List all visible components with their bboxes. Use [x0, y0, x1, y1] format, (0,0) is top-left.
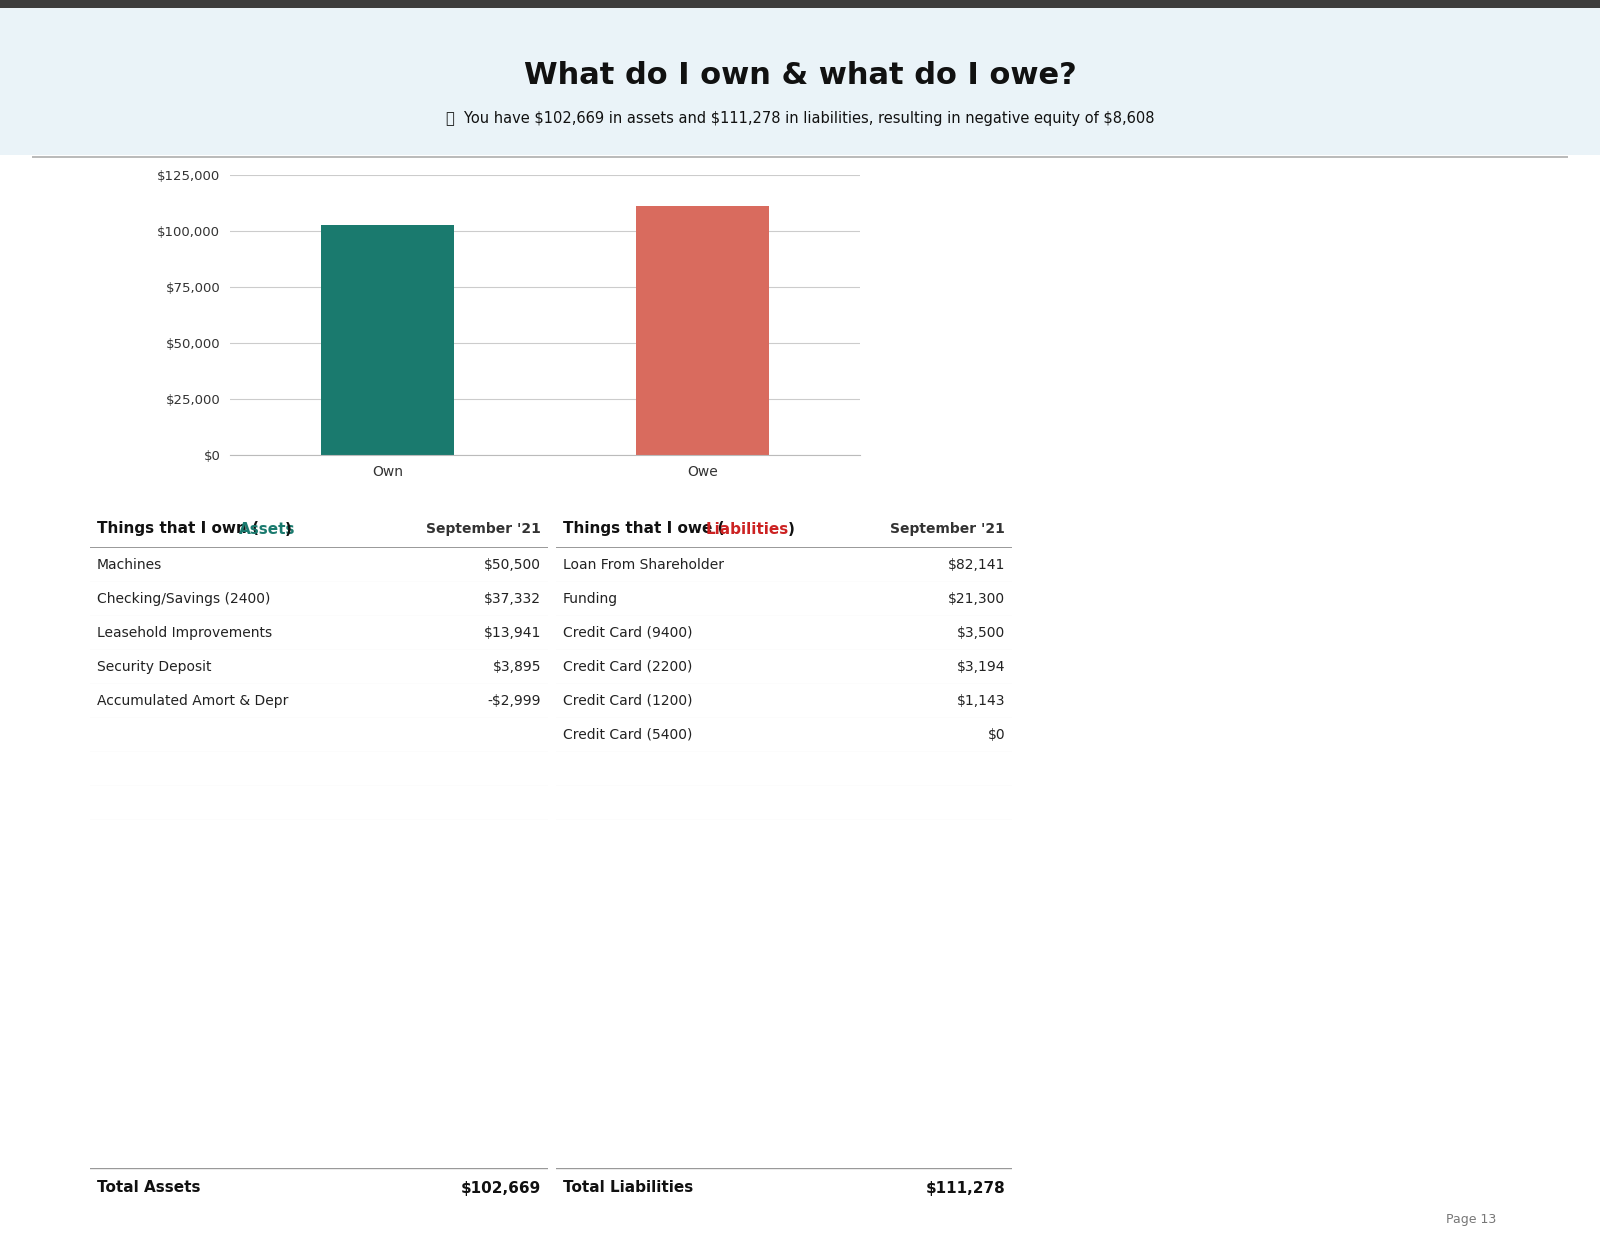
Text: $13,941: $13,941 [483, 625, 541, 640]
Text: $3,500: $3,500 [957, 625, 1005, 640]
Text: $111,278: $111,278 [925, 1180, 1005, 1195]
Text: Credit Card (2200): Credit Card (2200) [563, 660, 693, 674]
Text: Assets: Assets [240, 522, 296, 536]
Text: $21,300: $21,300 [949, 592, 1005, 606]
Text: Things that I own (: Things that I own ( [98, 522, 259, 536]
Text: $82,141: $82,141 [947, 557, 1005, 572]
Text: Leasehold Improvements: Leasehold Improvements [98, 625, 272, 640]
Text: Accumulated Amort & Depr: Accumulated Amort & Depr [98, 693, 288, 708]
Bar [322, 225, 454, 455]
Bar [637, 205, 768, 455]
Text: Credit Card (5400): Credit Card (5400) [563, 728, 693, 742]
Text: Total Assets: Total Assets [98, 1180, 200, 1195]
Text: Things that I owe (: Things that I owe ( [563, 522, 725, 536]
Text: ): ) [787, 522, 795, 536]
Text: Funding: Funding [563, 592, 618, 606]
Text: $3,194: $3,194 [957, 660, 1005, 674]
Text: What do I own & what do I owe?: What do I own & what do I owe? [523, 61, 1077, 89]
Text: 💡  You have $102,669 in assets and $111,278 in liabilities, resulting in negativ: 💡 You have $102,669 in assets and $111,2… [446, 110, 1154, 126]
Text: Liabilities: Liabilities [706, 522, 789, 536]
Text: $3,895: $3,895 [493, 660, 541, 674]
Text: $50,500: $50,500 [485, 557, 541, 572]
Text: Page 13: Page 13 [1446, 1214, 1496, 1226]
Text: Total Liabilities: Total Liabilities [563, 1180, 693, 1195]
Text: $102,669: $102,669 [461, 1180, 541, 1195]
Text: $37,332: $37,332 [485, 592, 541, 606]
Text: Loan From Shareholder: Loan From Shareholder [563, 557, 723, 572]
Text: Machines: Machines [98, 557, 162, 572]
Text: Security Deposit: Security Deposit [98, 660, 211, 674]
Text: ): ) [285, 522, 291, 536]
Text: Credit Card (9400): Credit Card (9400) [563, 625, 693, 640]
Text: Credit Card (1200): Credit Card (1200) [563, 693, 693, 708]
Text: Checking/Savings (2400): Checking/Savings (2400) [98, 592, 270, 606]
Text: September '21: September '21 [890, 522, 1005, 536]
Text: $0: $0 [987, 728, 1005, 742]
Text: September '21: September '21 [426, 522, 541, 536]
Text: $1,143: $1,143 [957, 693, 1005, 708]
Text: -$2,999: -$2,999 [488, 693, 541, 708]
